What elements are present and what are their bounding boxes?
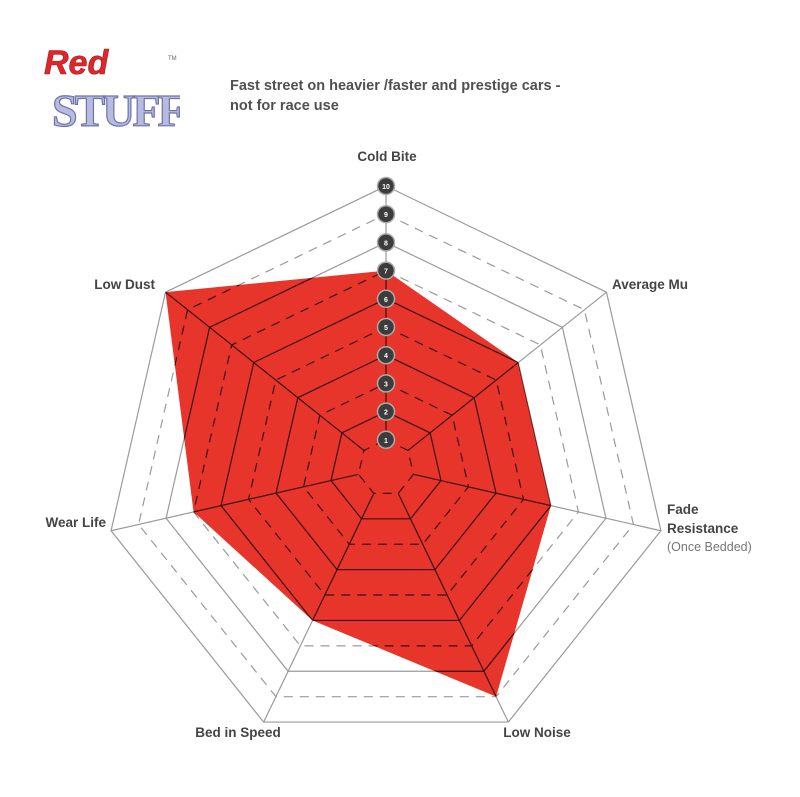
red-stuff-logo: Red STUFF TM <box>40 38 187 138</box>
axis-sublabel: (Once Bedded) <box>667 540 752 554</box>
svg-text:TM: TM <box>168 56 177 62</box>
scale-tick-marker: 9 <box>376 204 396 224</box>
grid-ring-4 <box>275 354 497 571</box>
scale-tick-label: 9 <box>384 212 388 219</box>
axis-line <box>165 473 359 532</box>
scale-tick-label: 8 <box>384 240 388 247</box>
scale-tick-label: 3 <box>384 381 388 388</box>
scale-tick-label: 5 <box>384 325 388 332</box>
scale-tick-label: 2 <box>384 410 388 417</box>
scale-tick-marker: 3 <box>376 374 396 393</box>
axis-label: Cold Bite <box>357 149 417 164</box>
axis-labels: Cold Bite Average Mu Fade Resistance (Once B… <box>45 149 751 740</box>
grid-ring-6 <box>220 298 551 622</box>
svg-text:STUFF: STUFF <box>52 85 180 136</box>
scale-tick-label: 4 <box>384 353 388 360</box>
svg-text:Red: Red <box>44 44 109 82</box>
scale-tick-marker: 5 <box>376 317 396 337</box>
title-line-1: Fast street on heavier /faster and prest… <box>230 78 561 94</box>
axis-label: Wear Life <box>45 515 106 530</box>
axis-line <box>165 291 365 451</box>
title-line-2: not for race use <box>230 98 339 114</box>
chart-title: Fast street on heavier /faster and prest… <box>230 76 670 116</box>
grid-ring-9 <box>165 270 551 697</box>
scale-tick-marker: 1 <box>376 430 396 450</box>
axis-line <box>397 493 509 697</box>
axis-label: Fade Resistance <box>667 502 739 536</box>
axis-line <box>407 291 551 451</box>
scale-tick-marker: 8 <box>376 233 396 252</box>
scale-ticks: 1 2 3 4 5 6 7 8 9 10 <box>376 176 396 450</box>
scale-tick-marker: 2 <box>376 402 396 421</box>
axis-label: Low Dust <box>94 277 155 292</box>
scale-tick-marker: 10 <box>376 176 396 196</box>
axis-label: Low Noise <box>503 725 571 740</box>
grid-ring-1 <box>357 439 415 495</box>
scale-tick-marker: 6 <box>376 289 396 309</box>
scale-tick-marker: 4 <box>376 345 396 365</box>
scale-tick-marker: 7 <box>376 261 396 280</box>
scale-tick-label: 1 <box>384 438 388 445</box>
data-polygon <box>165 270 551 697</box>
scale-tick-label: 10 <box>382 184 390 191</box>
grid-ring-3 <box>302 382 470 545</box>
scale-tick-label: 6 <box>384 297 388 304</box>
grid-ring-2 <box>330 410 442 520</box>
axis-label: Average Mu <box>612 277 688 292</box>
axis-line <box>413 473 551 532</box>
grid-ring-10 <box>110 185 662 723</box>
scale-tick-label: 7 <box>384 269 388 276</box>
axis-label: Bed in Speed <box>195 725 281 740</box>
